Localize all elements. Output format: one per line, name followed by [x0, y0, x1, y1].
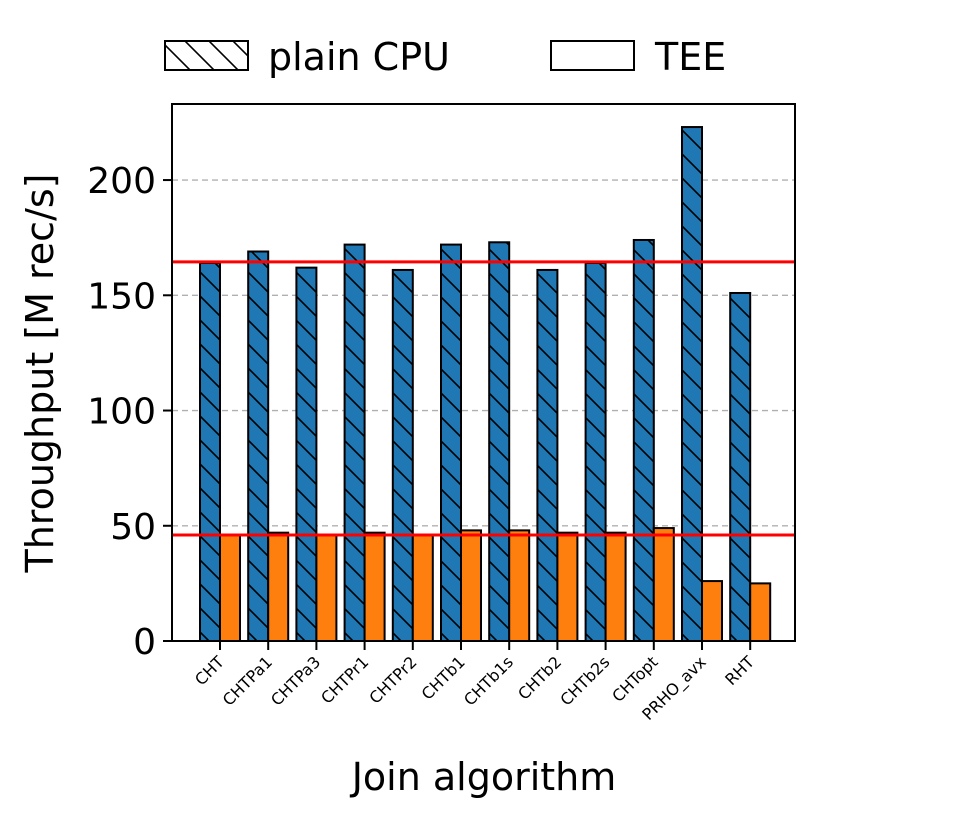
bars: [199, 126, 772, 643]
bar-hatch-plain-cpu-chtb2: [537, 269, 558, 641]
bar-hatch-plain-cpu-prho-avx: [682, 127, 702, 641]
bar-hatch-plain-cpu-chtopt: [633, 239, 654, 641]
x-axis-ticks: CHTCHTPa1CHTPa3CHTPr1CHTPr2CHTb1CHTb1sCH…: [191, 641, 758, 725]
y-axis-ticks: 0 50 100 150 200: [87, 161, 172, 663]
x-tick-label-rht: RHT: [721, 652, 758, 689]
bar-hatch-plain-cpu-chtpr2: [392, 269, 413, 641]
y-tick-label-0: 0: [133, 622, 156, 663]
reference-lines: [172, 260, 795, 537]
bar-hatch-plain-cpu-rht: [730, 292, 751, 641]
bar-hatch-plain-cpu-cht: [200, 263, 220, 641]
bar-hatch-plain-cpu-chtpa1: [248, 251, 269, 642]
bar-tee-rht: [750, 583, 771, 641]
x-tick-label-chtb2s: CHTb2s: [556, 652, 613, 709]
bar-hatch-plain-cpu-chtpa3: [296, 267, 317, 641]
legend-swatch-plain-cpu: [164, 40, 249, 71]
y-tick-label-100: 100: [87, 392, 156, 433]
bar-tee-cht: [220, 534, 240, 641]
bar-tee-chtopt: [653, 528, 674, 641]
legend-swatch-tee: [550, 40, 635, 71]
bar-tee-chtb1: [461, 530, 481, 641]
y-axis-label: Throughput [M rec/s]: [18, 174, 62, 574]
x-tick-label-cht: CHT: [191, 652, 228, 689]
y-tick-label-150: 150: [87, 276, 156, 317]
x-tick-label-chtpr1: CHTPr1: [317, 652, 372, 707]
bar-tee-prho-avx: [702, 581, 722, 641]
x-axis-label: Join algorithm: [350, 755, 617, 799]
x-tick-label-chtpr2: CHTPr2: [365, 652, 420, 707]
bar-hatch-plain-cpu-chtb2s: [585, 263, 606, 641]
bar-tee-chtb2: [557, 532, 578, 641]
legend-label-tee: TEE: [654, 35, 726, 79]
x-tick-label-chtpa3: CHTPa3: [267, 652, 324, 709]
bar-hatch-plain-cpu-chtb1s: [489, 242, 510, 641]
x-tick-label-chtpa1: CHTPa1: [219, 652, 276, 709]
bar-tee-chtpr1: [364, 532, 385, 641]
x-tick-label-chtb1s: CHTb1s: [460, 652, 517, 709]
bar-tee-chtb2s: [605, 532, 626, 641]
y-tick-label-50: 50: [110, 507, 156, 548]
bar-tee-chtpr2: [412, 534, 433, 641]
y-tick-label-200: 200: [87, 161, 156, 202]
plot-frame: [171, 103, 796, 642]
bar-hatch-plain-cpu-chtpr1: [344, 244, 365, 641]
legend-label-plain-cpu: plain CPU: [268, 35, 450, 79]
legend: plain CPU TEE: [164, 35, 726, 79]
bar-tee-chtpa1: [268, 532, 289, 641]
bar-tee-chtpa3: [316, 534, 337, 641]
bar-tee-chtb1s: [509, 530, 530, 641]
bar-hatch-plain-cpu-chtb1: [441, 244, 461, 641]
